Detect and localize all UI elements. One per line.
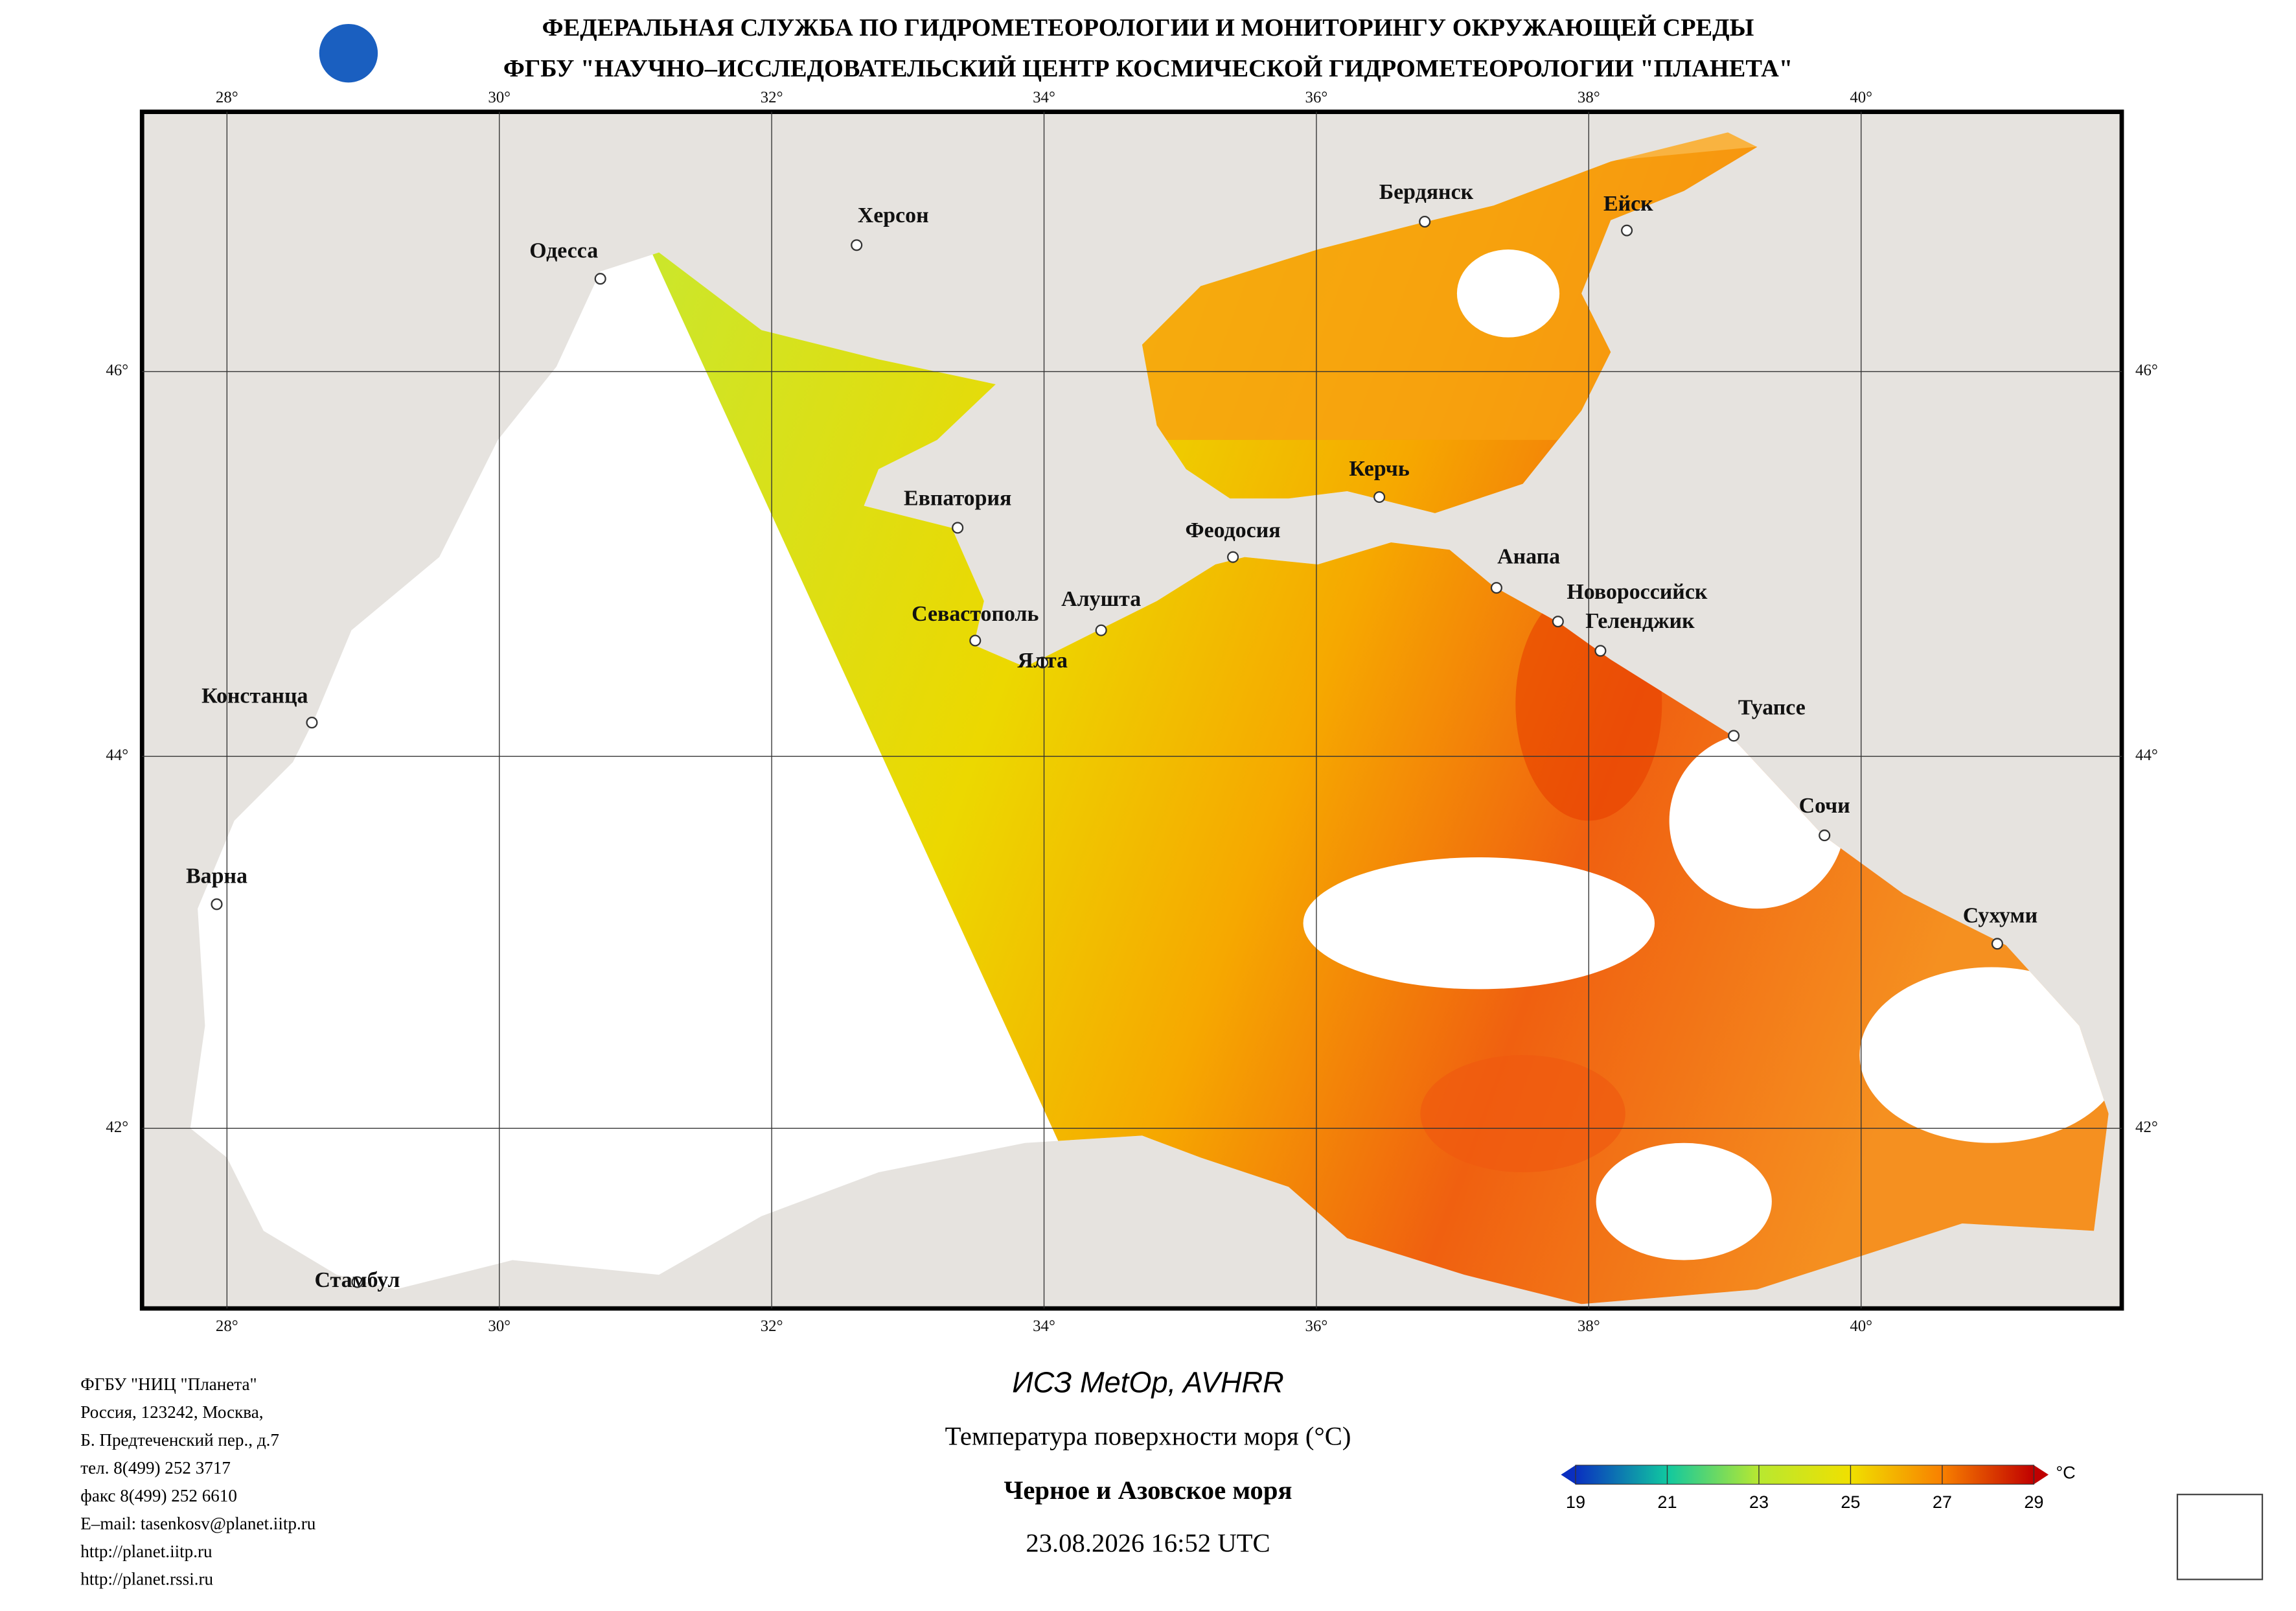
- city-dot: [211, 898, 223, 910]
- satellite: ИСЗ MetOp, AVHRR: [1012, 1366, 1283, 1399]
- address-line: http://planet.rssi.ru: [80, 1570, 213, 1589]
- lon-label: 30°: [488, 89, 511, 106]
- map-frame: [139, 110, 2124, 1311]
- city-dot: [594, 273, 606, 285]
- lon-label: 34°: [1033, 89, 1055, 106]
- colorbar-label: 23: [1749, 1492, 1769, 1512]
- city-dot: [1095, 624, 1107, 636]
- city-label: Констанца: [201, 684, 308, 708]
- city-dot: [1991, 938, 2003, 950]
- city-label: Новороссийск: [1567, 580, 1707, 604]
- datetime: 23.08.2026 16:52 UTC: [1026, 1529, 1270, 1558]
- logo: [319, 23, 378, 83]
- city-label: Феодосия: [1186, 518, 1281, 542]
- lon-label: 40°: [1850, 89, 1872, 106]
- city-dot: [1552, 616, 1564, 628]
- city-label: Одесса: [529, 238, 598, 262]
- lon-label: 36°: [1305, 89, 1328, 106]
- colorbar-end: [1561, 1465, 1576, 1485]
- product: Температура поверхности моря (°C): [945, 1422, 1351, 1451]
- city-dot: [351, 1276, 363, 1288]
- lat-label: 46°: [2135, 362, 2158, 379]
- lat-label: 44°: [2135, 747, 2158, 764]
- city-dot: [1373, 491, 1386, 504]
- city-label: Туапсе: [1738, 695, 1806, 719]
- colorbar-label: 19: [1566, 1492, 1585, 1512]
- colorbar-label: 29: [2024, 1492, 2043, 1512]
- lon-label: 28°: [216, 89, 238, 106]
- city-label: Херсон: [858, 203, 929, 227]
- city-label: Сухуми: [1963, 903, 2038, 927]
- city-dot: [1819, 829, 1831, 842]
- lon-label: 30°: [488, 1317, 511, 1335]
- city-dot: [952, 522, 964, 534]
- city-dot: [1227, 551, 1239, 563]
- colorbar: [1575, 1465, 2034, 1485]
- city-dot: [851, 239, 863, 251]
- city-dot: [1419, 216, 1431, 228]
- city-label: Анапа: [1497, 545, 1560, 569]
- address-line: Б. Предтеченский пер., д.7: [80, 1430, 279, 1450]
- address-line: ФГБУ "НИЦ "Планета": [80, 1374, 257, 1394]
- city-dot: [1490, 582, 1502, 594]
- lon-label: 34°: [1033, 1317, 1055, 1335]
- city-dot: [306, 717, 318, 729]
- city-dot: [969, 634, 982, 647]
- city-label: Стамбул: [315, 1268, 400, 1292]
- iso-badge: [2176, 1494, 2264, 1581]
- city-dot: [1728, 730, 1740, 742]
- address-line: тел. 8(499) 252 3717: [80, 1458, 231, 1478]
- city-label: Варна: [186, 864, 247, 888]
- colorbar-unit: °C: [2056, 1463, 2075, 1483]
- colorbar-label: 21: [1657, 1492, 1677, 1512]
- colorbar-label: 27: [1933, 1492, 1952, 1512]
- city-label: Ялта: [1018, 649, 1068, 673]
- lat-label: 46°: [106, 362, 128, 379]
- city-label: Ейск: [1603, 192, 1653, 216]
- header-line: ФГБУ "НАУЧНО–ИССЛЕДОВАТЕЛЬСКИЙ ЦЕНТР КОС…: [503, 55, 1793, 82]
- address-line: http://planet.iitp.ru: [80, 1542, 212, 1561]
- address-line: E–mail: tasenkosv@planet.iitp.ru: [80, 1514, 316, 1533]
- city-dot: [1037, 656, 1049, 669]
- region: Черное и Азовское моря: [1004, 1476, 1292, 1505]
- lon-label: 28°: [216, 1317, 238, 1335]
- lat-label: 42°: [2135, 1118, 2158, 1136]
- city-dot: [1621, 224, 1633, 237]
- city-dot: [1594, 645, 1607, 657]
- colorbar-end: [2034, 1465, 2049, 1485]
- lon-label: 40°: [1850, 1317, 1872, 1335]
- lat-label: 42°: [106, 1118, 128, 1136]
- city-label: Сочи: [1799, 794, 1850, 818]
- lon-label: 38°: [1578, 89, 1600, 106]
- lon-label: 38°: [1578, 1317, 1600, 1335]
- lon-label: 36°: [1305, 1317, 1328, 1335]
- address-line: Россия, 123242, Москва,: [80, 1402, 263, 1422]
- colorbar-label: 25: [1841, 1492, 1860, 1512]
- lat-label: 44°: [106, 747, 128, 764]
- lon-label: 32°: [761, 1317, 783, 1335]
- city-label: Геленджик: [1585, 609, 1695, 633]
- city-label: Севастополь: [912, 602, 1039, 626]
- address-line: факс 8(499) 252 6610: [80, 1486, 237, 1505]
- city-label: Алушта: [1061, 587, 1141, 611]
- city-label: Бердянск: [1379, 180, 1474, 204]
- lon-label: 32°: [761, 89, 783, 106]
- header-line: ФЕДЕРАЛЬНАЯ СЛУЖБА ПО ГИДРОМЕТЕОРОЛОГИИ …: [542, 14, 1754, 41]
- city-label: Евпатория: [904, 486, 1011, 510]
- city-label: Керчь: [1349, 457, 1409, 481]
